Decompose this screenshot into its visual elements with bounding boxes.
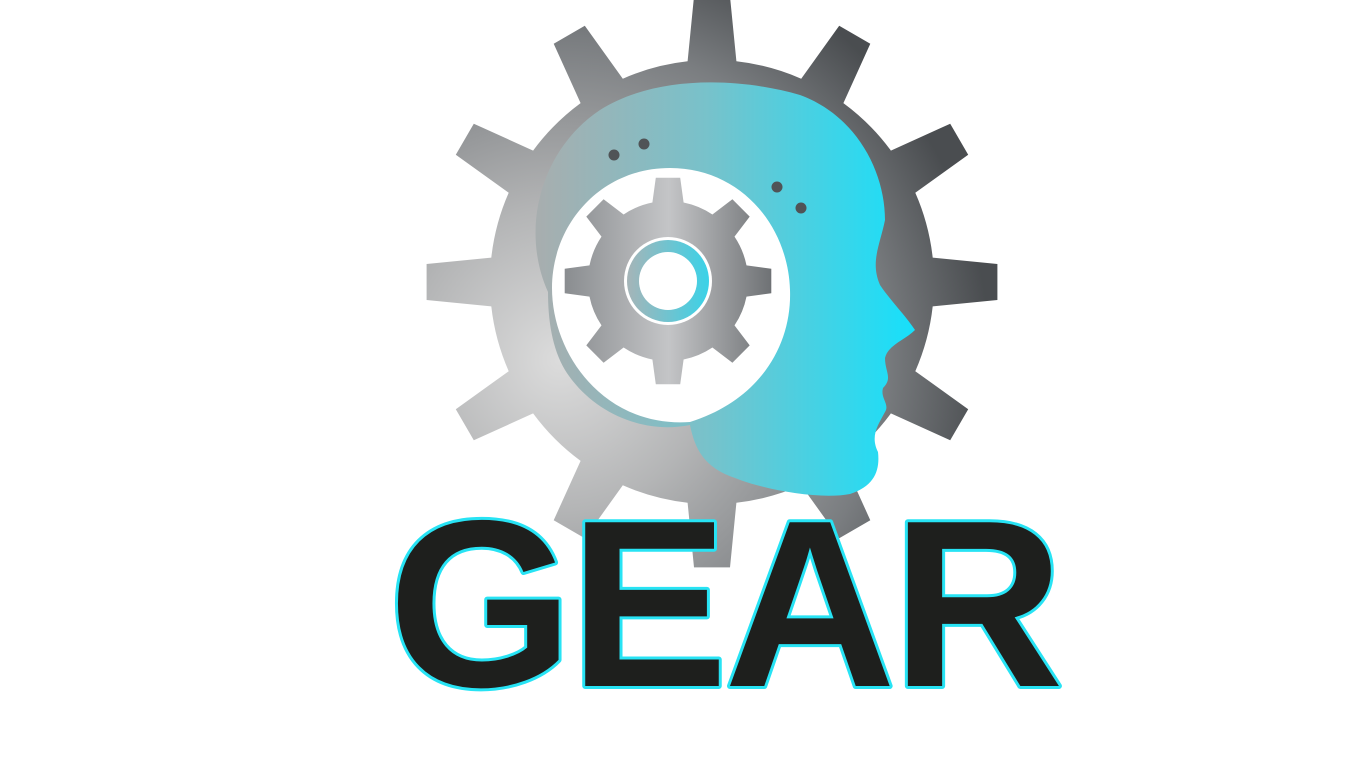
- dots-decoration: [608, 138, 807, 214]
- logo-wordmark: GEAR: [388, 472, 1060, 737]
- small-gear-icon: [564, 177, 772, 385]
- gear-hub: [639, 252, 697, 310]
